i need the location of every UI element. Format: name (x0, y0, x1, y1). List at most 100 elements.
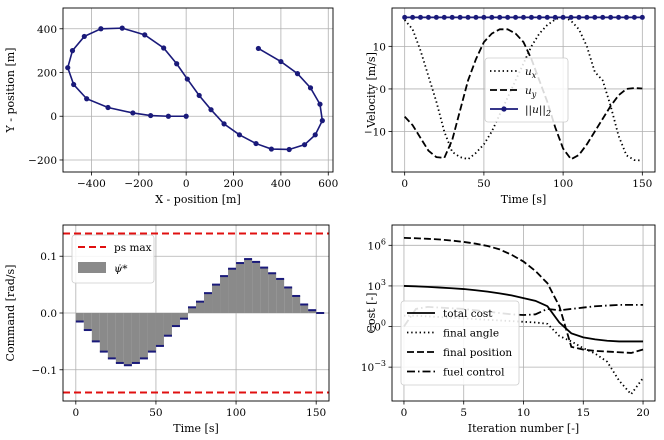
velocity-norm-point (441, 14, 447, 20)
trajectory-frame (62, 7, 334, 173)
command-bar (163, 313, 172, 336)
velocity-series (402, 14, 645, 162)
cost-ylabel: Cost [-] (365, 293, 378, 334)
velocity-norm-point (600, 14, 606, 20)
command-bar (107, 313, 116, 359)
trajectory-point (69, 48, 76, 54)
trajectory-xtick-label: 600 (318, 178, 338, 190)
velocity-norm-point (584, 14, 590, 20)
cost-ytick-label: 10−3 (361, 359, 386, 374)
velocity-norm-point (568, 14, 574, 20)
trajectory-point (255, 45, 261, 52)
velocity-legend: ux uy ||u||2 (484, 57, 569, 123)
command-bar (220, 276, 229, 313)
trajectory-ytick-label: 0 (50, 111, 57, 123)
velocity-line-u_y (404, 28, 643, 161)
command-ylabel: Command [rad/s] (4, 265, 17, 362)
velocity-norm-point (536, 14, 542, 20)
trajectory-ytick-label: −200 (28, 155, 57, 167)
velocity-norm-point (528, 14, 534, 20)
trajectory-point (301, 142, 308, 148)
command-bar (139, 313, 148, 359)
command-xtick-label: 50 (149, 407, 162, 419)
trajectory-point (84, 96, 90, 102)
command-bar (171, 313, 180, 327)
trajectory-line (66, 27, 324, 151)
trajectory-point (319, 118, 325, 124)
velocity-norm-point (433, 14, 439, 20)
command-ytick-label: 0.1 (40, 251, 57, 263)
trajectory-point (317, 101, 323, 107)
velocity-line-u_x (403, 15, 643, 162)
velocity-norm-point (576, 14, 582, 20)
command-bar (91, 313, 100, 342)
velocity-norm-point (457, 14, 463, 20)
velocity-norm-point (560, 14, 566, 20)
command-xtick-label: 0 (72, 407, 79, 419)
velocity-ylabel: Velocity [m/s] (365, 52, 378, 129)
velocity-norm-point (449, 14, 455, 20)
velocity-norm-point (552, 14, 558, 20)
trajectory-point (174, 61, 180, 67)
velocity-legend-box (484, 57, 569, 123)
command-chart: 0 50 100 150 −0.1 0.0 0.1 Time [s] Command [rad/… (4, 224, 330, 435)
velocity-norm-point (497, 14, 503, 20)
command-bar (115, 313, 124, 363)
cost-ytick-label: 103 (368, 278, 386, 293)
velocity-legend-label: ux (525, 66, 537, 80)
command-bar (308, 310, 317, 313)
velocity-norm-point (623, 14, 629, 20)
velocity-ytick-label: 10 (373, 41, 386, 53)
command-bar (83, 313, 92, 331)
velocity-legend-marker (501, 106, 507, 112)
command-bar (292, 295, 301, 313)
command-bar (196, 301, 205, 313)
trajectory-point (130, 110, 136, 116)
cost-xtick-label: 20 (636, 407, 649, 419)
velocity-norm-point (489, 14, 495, 20)
velocity-norm-point (521, 14, 526, 20)
command-bar (75, 313, 84, 322)
velocity-xtick-label: 50 (477, 178, 490, 190)
cost-line-final-angle (403, 314, 644, 396)
velocity-norm-point (418, 14, 424, 20)
trajectory-point (221, 121, 227, 127)
velocity-xlabel: Time [s] (501, 193, 547, 206)
command-bar (268, 273, 277, 313)
command-bar (252, 261, 261, 313)
command-legend-label-psmax: ps max (114, 242, 152, 254)
velocity-norm-point (592, 14, 598, 20)
trajectory-xtick-label: −400 (77, 178, 106, 190)
trajectory-point (105, 104, 111, 111)
velocity-norm-point (465, 14, 471, 20)
trajectory-point (161, 45, 167, 51)
cost-legend-label: total cost (443, 308, 493, 320)
cost-xtick-label: 10 (517, 407, 530, 419)
trajectory-point (184, 76, 190, 82)
trajectory-point (119, 25, 125, 31)
cost-xtick-label: 0 (401, 407, 408, 419)
command-xtick-label: 150 (306, 407, 326, 419)
cost-legend-box (400, 300, 520, 386)
trajectory-point (142, 32, 148, 38)
cost-ytick-label: 100 (368, 319, 386, 334)
command-bar (179, 313, 188, 319)
velocity-frame (391, 7, 656, 173)
cost-xlabel: Iteration number [-] (468, 422, 579, 435)
trajectory-point (98, 26, 104, 32)
trajectory-point (71, 81, 77, 88)
command-bar (155, 313, 164, 346)
velocity-norm-point (481, 14, 487, 20)
trajectory-point (65, 65, 71, 71)
trajectory-point (183, 113, 189, 119)
velocity-norm-point (631, 14, 637, 20)
velocity-norm-point (639, 14, 645, 20)
velocity-norm-point (402, 14, 408, 20)
velocity-norm-point (425, 14, 431, 20)
trajectory-point (196, 92, 202, 99)
command-bar (99, 313, 108, 352)
command-ytick-label: −0.1 (32, 365, 58, 377)
command-bar (276, 278, 285, 313)
velocity-ytick-label: 0 (379, 84, 386, 96)
